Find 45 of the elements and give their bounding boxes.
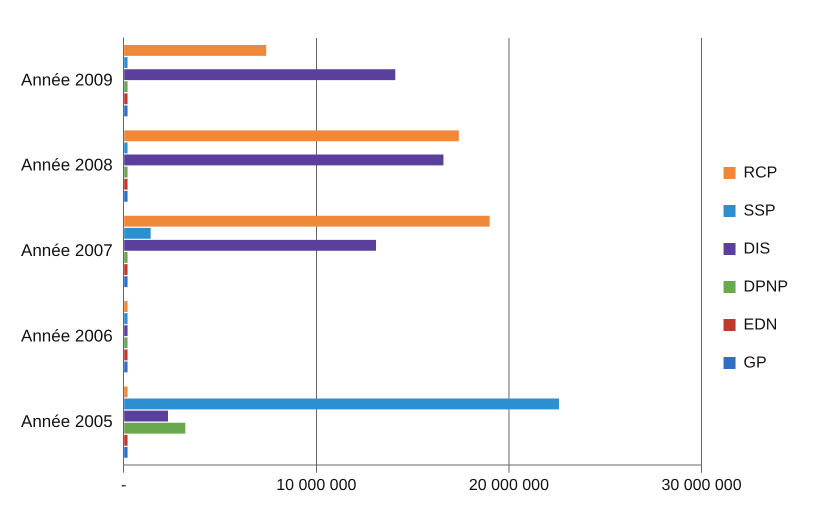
bar — [124, 142, 128, 154]
y-tick-label: Année 2006 — [20, 326, 113, 346]
bar — [124, 398, 560, 410]
bar — [124, 337, 128, 348]
y-tick-label: Année 2007 — [20, 241, 113, 260]
bar — [124, 228, 151, 239]
x-tick-label: 20 000 000 — [468, 476, 550, 494]
legend-label: EDN — [744, 316, 778, 334]
x-tick-label: 10 000 000 — [276, 476, 356, 494]
bar — [124, 130, 459, 142]
bar — [124, 190, 128, 202]
bar — [124, 81, 128, 92]
bar — [124, 216, 490, 227]
bar — [124, 166, 128, 178]
bar — [124, 154, 444, 166]
bar — [124, 313, 128, 324]
y-tick-label: Année 2005 — [20, 412, 113, 431]
y-tick-label: Année 2008 — [20, 156, 113, 175]
bar — [124, 349, 128, 360]
legend-label: RCP — [744, 164, 778, 182]
bar — [124, 422, 186, 434]
bar — [124, 325, 128, 336]
x-tick-label: 30 000 000 — [662, 476, 742, 494]
bar — [124, 264, 128, 275]
bar — [124, 410, 168, 422]
bar — [124, 240, 376, 251]
bar — [124, 386, 128, 398]
legend-label: GP — [744, 354, 767, 372]
y-tick-label: Année 2009 — [20, 70, 113, 90]
legend-label: DPNP — [744, 278, 788, 296]
bar — [124, 105, 128, 116]
bar — [124, 276, 128, 288]
bar — [124, 93, 128, 104]
legend-label: DIS — [744, 240, 770, 258]
legend-label: SSP — [744, 202, 776, 220]
bar — [124, 446, 128, 458]
bar — [124, 434, 128, 446]
bar — [124, 178, 128, 190]
bar — [124, 252, 128, 263]
bar — [124, 45, 266, 56]
bar — [124, 57, 128, 68]
x-tick-label: - — [121, 476, 126, 494]
bar — [124, 362, 128, 372]
bar — [124, 301, 128, 312]
bar — [124, 69, 396, 80]
